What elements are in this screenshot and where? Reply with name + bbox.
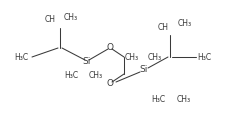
Text: CH₃: CH₃ bbox=[124, 52, 138, 62]
Text: CH₃: CH₃ bbox=[89, 71, 103, 80]
Text: Si: Si bbox=[82, 56, 91, 66]
Text: H₃C: H₃C bbox=[14, 52, 28, 62]
Text: H₃C: H₃C bbox=[64, 71, 78, 80]
Text: CH: CH bbox=[157, 22, 168, 31]
Text: CH₃: CH₃ bbox=[147, 52, 161, 62]
Text: H₃C: H₃C bbox=[196, 52, 210, 62]
Text: O: O bbox=[106, 79, 113, 88]
Text: CH₃: CH₃ bbox=[176, 95, 190, 104]
Text: CH: CH bbox=[44, 15, 55, 25]
Text: Si: Si bbox=[139, 66, 148, 75]
Text: CH₃: CH₃ bbox=[64, 13, 78, 22]
Text: CH₃: CH₃ bbox=[177, 19, 191, 29]
Text: O: O bbox=[106, 43, 113, 51]
Text: H₃C: H₃C bbox=[150, 95, 164, 104]
